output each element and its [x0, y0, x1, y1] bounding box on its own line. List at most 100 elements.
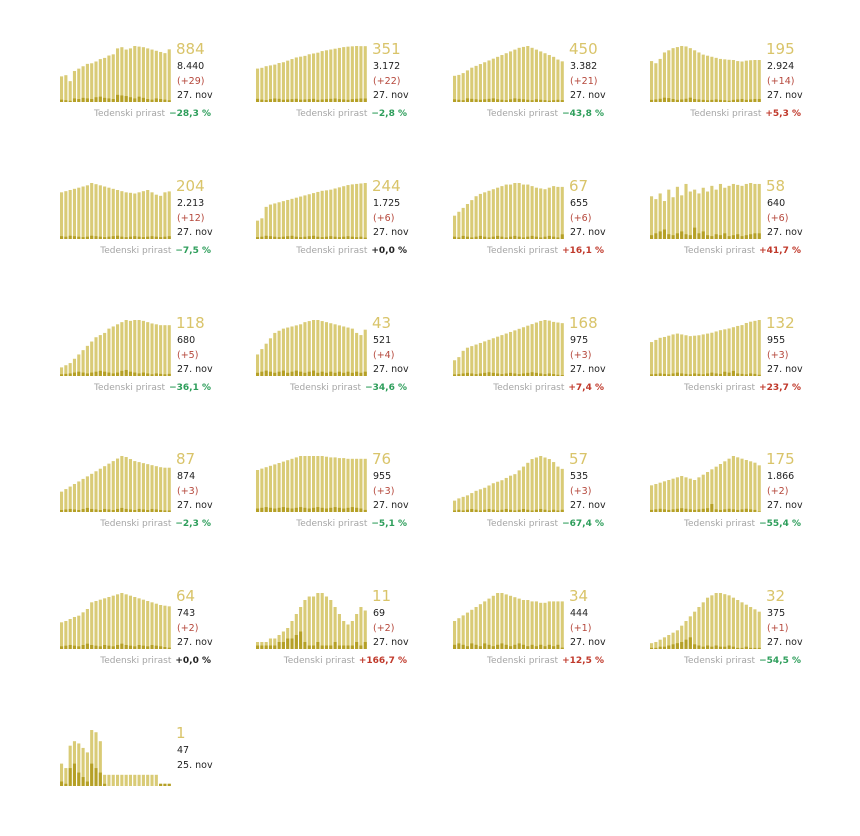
active-cases-bar — [163, 605, 167, 649]
active-cases-bar — [693, 50, 697, 102]
new-cases-bar — [697, 99, 701, 102]
active-cases-bar — [650, 643, 654, 649]
weekly-growth-value: +0,0 % — [371, 246, 407, 256]
active-cases-bar — [167, 325, 171, 376]
active-cases-bar — [60, 192, 64, 239]
active-cases-bar — [77, 481, 81, 512]
active-cases-bar — [667, 335, 671, 376]
new-cases-bar — [457, 643, 461, 649]
daily-delta: (+2) — [767, 486, 789, 497]
active-cases-bar — [470, 67, 474, 102]
active-cases-bar — [94, 337, 98, 376]
active-cases-bar — [650, 485, 654, 512]
new-cases-bar — [710, 504, 714, 512]
new-cases-bar — [710, 646, 714, 649]
active-cases-bar — [688, 48, 692, 102]
new-cases-bar — [107, 645, 111, 649]
new-cases-bar — [141, 645, 145, 649]
new-cases-bar — [316, 236, 320, 239]
new-cases-bar — [303, 99, 307, 102]
new-cases-bar — [478, 235, 482, 239]
active-cases-bar — [500, 480, 504, 512]
new-cases-bar — [359, 372, 363, 376]
active-cases-bar — [329, 189, 333, 239]
new-cases-bar — [329, 507, 333, 512]
new-cases-bar — [268, 236, 273, 239]
new-cases-bar — [491, 98, 495, 102]
active-cases-bar — [675, 477, 679, 512]
active-cases-bar — [133, 461, 137, 512]
new-cases-bar — [706, 373, 710, 376]
active-cases-bar — [496, 56, 500, 102]
active-cases-bar — [534, 49, 538, 102]
new-cases-bar — [350, 645, 354, 649]
active-cases-bar — [268, 204, 273, 239]
active-cases: 11 — [372, 587, 392, 605]
active-cases-bar — [453, 360, 457, 376]
active-cases-bar — [693, 189, 697, 239]
new-cases-bar — [693, 98, 697, 102]
active-cases-bar — [154, 603, 158, 649]
new-cases-bar — [320, 99, 324, 102]
new-cases-bar — [273, 236, 277, 239]
new-cases-bar — [543, 509, 547, 512]
new-cases-bar — [697, 509, 701, 512]
new-cases-bar — [744, 374, 748, 376]
active-cases-bar — [290, 59, 294, 102]
new-cases-bar — [675, 99, 679, 102]
new-cases-bar — [680, 508, 684, 512]
active-cases-bar — [159, 325, 163, 376]
active-cases-bar — [98, 335, 102, 376]
new-cases-bar — [264, 645, 268, 649]
active-cases-bar — [667, 189, 671, 239]
active-cases-bar — [133, 597, 137, 649]
active-cases-bar — [290, 458, 294, 512]
active-cases-bar — [500, 186, 504, 239]
active-cases-bar — [736, 184, 740, 239]
new-cases-bar — [159, 373, 163, 376]
new-cases-bar — [534, 646, 538, 649]
new-cases-bar — [60, 236, 64, 239]
new-cases-bar — [260, 99, 264, 102]
new-cases-bar — [294, 635, 298, 649]
active-cases-bar — [744, 60, 748, 102]
new-cases-bar — [470, 508, 474, 512]
active-cases-bar — [81, 66, 85, 102]
new-cases-bar — [701, 508, 705, 512]
active-cases-bar — [457, 357, 461, 376]
active-cases-bar — [163, 467, 167, 512]
active-cases-bar — [509, 475, 513, 512]
active-cases-bar — [363, 610, 367, 649]
daily-delta: (+1) — [767, 623, 789, 634]
new-cases-bar — [290, 508, 294, 512]
active-cases-bar — [286, 460, 290, 512]
new-cases-bar — [256, 508, 260, 512]
active-cases-bar — [150, 323, 154, 376]
active-cases-bar — [710, 469, 714, 512]
new-cases-bar — [163, 236, 167, 239]
new-cases-bar — [526, 509, 530, 512]
active-cases-bar — [688, 336, 692, 376]
new-cases-bar — [740, 509, 744, 512]
active-cases-bar — [680, 46, 684, 102]
total-cases: 1.866 — [767, 471, 795, 482]
active-cases-bar — [307, 456, 311, 512]
new-cases-bar — [90, 763, 94, 786]
active-cases-bar — [547, 187, 551, 239]
active-cases-bar — [744, 322, 748, 376]
new-cases-bar — [714, 99, 718, 102]
new-cases-bar — [307, 236, 311, 239]
new-cases-bar — [671, 98, 675, 102]
new-cases-bar — [133, 509, 137, 512]
new-cases-bar — [526, 372, 530, 376]
new-cases-bar — [757, 98, 761, 102]
active-cases-bar — [718, 593, 723, 649]
new-cases-bar — [337, 99, 341, 102]
new-cases-bar — [530, 644, 534, 649]
active-cases-bar — [264, 66, 268, 102]
active-cases-bar — [281, 631, 285, 649]
total-cases: 680 — [177, 335, 196, 346]
new-cases-bar — [556, 99, 560, 102]
active-cases-bar — [346, 458, 350, 512]
new-cases-bar — [521, 237, 526, 239]
